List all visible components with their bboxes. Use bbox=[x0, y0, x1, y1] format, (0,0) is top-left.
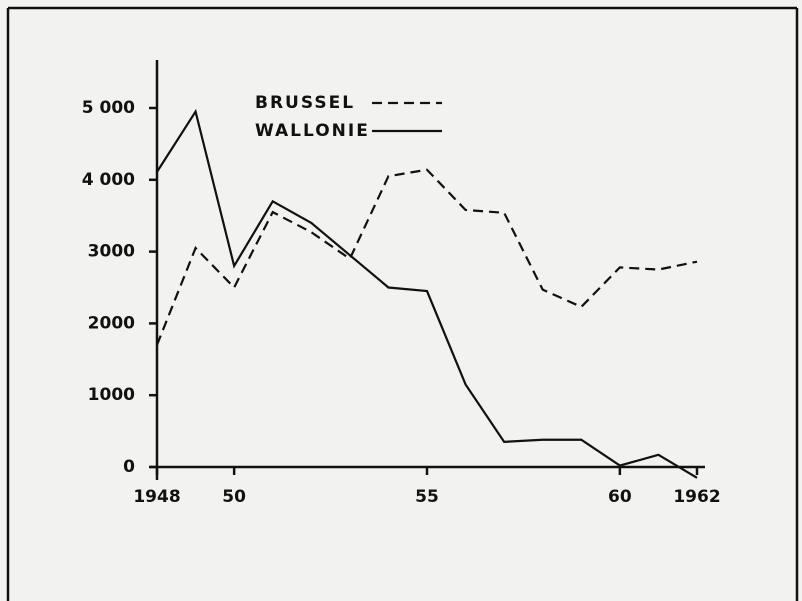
y-tick-label: 5 000 bbox=[82, 98, 135, 118]
y-tick-label: 2000 bbox=[88, 313, 135, 333]
y-tick-label: 1000 bbox=[88, 385, 135, 405]
x-tick-label: 1962 bbox=[673, 487, 720, 507]
y-tick-label: 3000 bbox=[88, 242, 135, 262]
x-tick-label: 60 bbox=[608, 487, 632, 507]
x-tick-label: 50 bbox=[222, 487, 246, 507]
series-line bbox=[155, 168, 698, 346]
x-tick-label: 55 bbox=[415, 487, 439, 507]
y-tick-label: 0 bbox=[123, 457, 135, 477]
y-tick-label: 4 000 bbox=[82, 170, 135, 190]
series-line bbox=[156, 108, 698, 479]
legend-label: BRUSSEL bbox=[255, 93, 355, 113]
x-tick-label: 1948 bbox=[133, 487, 180, 507]
legend-label: WALLONIE bbox=[255, 121, 370, 141]
